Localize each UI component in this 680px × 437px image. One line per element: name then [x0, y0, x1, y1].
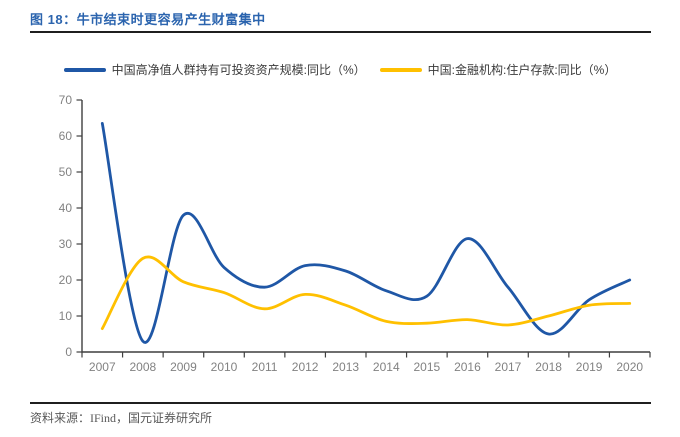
legend-label-household-deposits: 中国:金融机构:住户存款:同比（%） — [427, 63, 617, 77]
figure-title: 图 18：牛市结束时更容易产生财富集中 — [30, 12, 266, 27]
y-axis-label: 0 — [65, 345, 72, 359]
y-axis-label: 40 — [59, 201, 73, 215]
x-axis-label: 2020 — [616, 360, 643, 374]
legend-item-household-deposits: 中国:金融机构:住户存款:同比（%） — [379, 61, 617, 78]
source-text: IFind，国元证券研究所 — [90, 411, 213, 425]
chart-canvas: 0 10 20 30 40 50 60 70 2007 2008 2009 2010 2011 2012 2… — [59, 93, 651, 374]
x-axis-label: 2009 — [170, 360, 197, 374]
y-axis-label: 50 — [59, 165, 73, 179]
x-axis-label: 2015 — [414, 360, 441, 374]
chart-legend: 中国高净值人群持有可投资资产规模:同比（%） 中国:金融机构:住户存款:同比（%… — [0, 61, 680, 78]
series-line-gold — [100, 255, 632, 330]
x-axis-label: 2011 — [252, 360, 278, 374]
y-axis-label: 30 — [59, 237, 73, 251]
series-line-blue — [100, 122, 632, 344]
x-axis-label: 2014 — [373, 360, 400, 374]
x-axis-label: 2013 — [332, 360, 359, 374]
legend-label-hnwi-assets: 中国高净值人群持有可投资资产规模:同比（%） — [111, 63, 366, 77]
legend-line-sample-gold — [379, 67, 422, 72]
line-chart: 0 10 20 30 40 50 60 70 2007 2008 2009 2010 2011 2012 2… — [0, 85, 680, 385]
source-label: 资料来源： — [30, 411, 91, 425]
x-axis-label: 2017 — [495, 360, 522, 374]
x-axis-label: 2018 — [535, 360, 562, 374]
footer-divider — [30, 402, 651, 404]
x-axis-label: 2010 — [211, 360, 238, 374]
y-axis-label: 70 — [59, 93, 73, 107]
y-axis-label: 20 — [59, 273, 73, 287]
x-axis-label: 2019 — [576, 360, 603, 374]
x-axis-label: 2007 — [89, 360, 116, 374]
x-axis-label: 2016 — [454, 360, 481, 374]
y-axis-label: 10 — [59, 309, 73, 323]
title-divider — [30, 31, 651, 33]
legend-line-sample-blue — [63, 67, 106, 72]
x-axis-label: 2008 — [130, 360, 157, 374]
source-note: 资料来源：IFind，国元证券研究所 — [30, 409, 212, 426]
legend-item-hnwi-assets: 中国高净值人群持有可投资资产规模:同比（%） — [63, 61, 366, 78]
y-axis-label: 60 — [59, 129, 73, 143]
axis-frame — [81, 100, 650, 353]
x-axis-label: 2012 — [292, 360, 319, 374]
